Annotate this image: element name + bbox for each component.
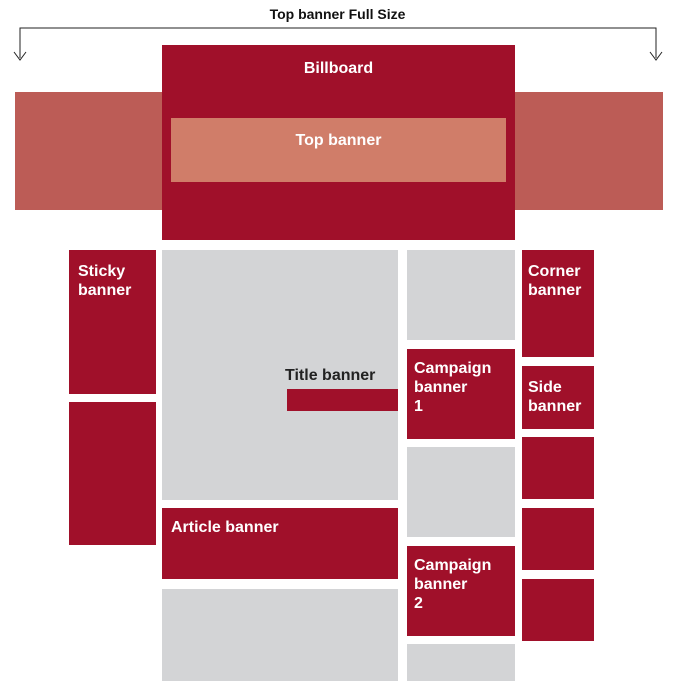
side-banner-block: Side banner	[522, 366, 594, 429]
sticky-banner-lower-block	[69, 402, 156, 545]
top-banner-block: Top banner	[171, 118, 506, 182]
side-banner-slot-4	[522, 579, 594, 641]
article-banner-label: Article banner	[171, 519, 279, 536]
campaign-column-content-3	[407, 644, 515, 681]
campaign-banner-1-block: Campaign banner 1	[407, 349, 515, 439]
title-banner-label: Title banner	[285, 367, 376, 384]
campaign-banner-2-block: Campaign banner 2	[407, 546, 515, 636]
side-banner-label: Side banner	[528, 379, 582, 415]
sticky-banner-block: Sticky banner	[69, 250, 156, 394]
campaign-column-content-2	[407, 447, 515, 537]
right-arrow-head-icon	[649, 51, 663, 61]
corner-banner-block: Corner banner	[522, 250, 594, 357]
corner-banner-label: Corner banner	[528, 263, 582, 299]
side-banner-slot-2	[522, 437, 594, 499]
title-banner-block	[287, 389, 398, 411]
campaign-banner-1-label: Campaign banner 1	[414, 360, 492, 415]
campaign-banner-2-label: Campaign banner 2	[414, 557, 492, 612]
billboard-label: Billboard	[303, 60, 374, 77]
main-content-lower-area	[162, 589, 398, 681]
campaign-column-content-1	[407, 250, 515, 340]
article-banner-block: Article banner	[162, 508, 398, 579]
top-banner-full-size-label: Top banner Full Size	[269, 6, 406, 22]
side-banner-slot-3	[522, 508, 594, 570]
sticky-banner-label: Sticky banner	[78, 263, 132, 299]
left-arrow-head-icon	[13, 51, 27, 61]
main-content-area	[162, 250, 398, 500]
top-banner-label: Top banner	[295, 132, 382, 149]
